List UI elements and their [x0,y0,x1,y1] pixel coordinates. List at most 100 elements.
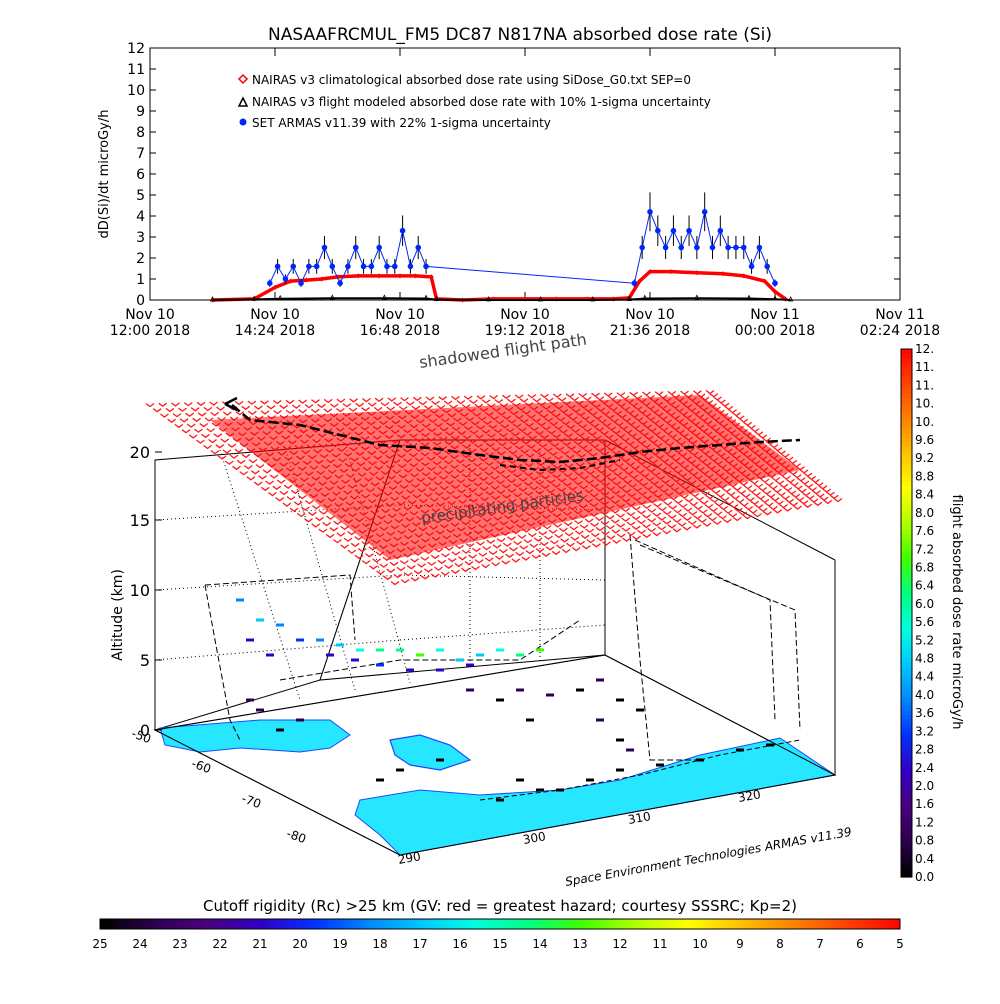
cutoff-colorbar-segment [152,919,157,929]
cutoff-colorbar-segment [668,919,673,929]
dose-colorbar-segment [901,428,912,434]
dose-marker [256,708,264,712]
dose-colorbar-segment [901,679,912,684]
cutoff-colorbar-segment [616,919,621,929]
cutoff-colorbar-segment [108,919,113,929]
cutoff-colorbar-segment [424,919,429,929]
cutoff-colorbar-segment [728,919,733,929]
cutoff-colorbar-segment [600,919,605,929]
dose-colorbar-segment [901,639,912,645]
cutoff-colorbar-tick-label: 9 [736,937,744,951]
dose-colorbar-segment [901,670,912,676]
dose-colorbar-segment [901,643,912,649]
dose-colorbar-tick-label: 8.0 [915,506,934,520]
flight-modeled-point [772,295,778,301]
cutoff-colorbar-segment [828,919,833,929]
cutoff-colorbar-segment [236,919,241,929]
cutoff-colorbar-segment [112,919,117,929]
cutoff-colorbar-segment [184,919,189,929]
cutoff-colorbar-segment [128,919,133,929]
dose-colorbar-tick-label: 10. [915,415,934,429]
cutoff-colorbar-segment [188,919,193,929]
land-island-chain [389,734,472,771]
cutoff-grid-marks [145,389,843,586]
dose-marker [616,738,624,742]
altitude-tick-label: 0 [140,721,150,740]
cutoff-colorbar-segment [192,919,197,929]
dose-marker [476,653,484,657]
cutoff-colorbar-segment [480,919,485,929]
legend-label-armas: SET ARMAS v11.39 with 22% 1-sigma uncert… [252,116,551,130]
dose-colorbar-segment [901,459,912,464]
y-tick-label: 8 [136,125,145,141]
dose-colorbar-segment [901,520,912,526]
armas-point [282,276,289,282]
dose-colorbar-label: flight absorbed dose rate microGy/h [949,495,964,730]
dose-colorbar-segment [901,604,912,610]
cutoff-colorbar-segment [576,919,581,929]
dose-colorbar-segment [901,828,912,834]
dose-colorbar-tick-label: 3.2 [915,724,934,738]
cutoff-colorbar-segment [852,919,857,929]
y-tick-label: 1 [136,272,145,288]
flight-modeled-line [212,297,791,301]
cutoff-colorbar-segment [632,919,637,929]
dose-colorbar-segment [901,846,912,852]
cutoff-colorbar-segment [808,919,813,929]
cutoff-colorbar-segment [520,919,525,929]
x-tick-label: 12:00 2018 [110,323,190,339]
cutoff-colorbar-segment [516,919,521,929]
altitude-tick-labels: 0 5 10 15 20 [130,443,162,740]
armas-point [678,244,685,251]
dose-colorbar-segment [901,450,912,456]
dose-marker [516,688,524,692]
y-tick-label: 0 [136,293,145,309]
y-tick-label: 9 [136,104,145,120]
dose-colorbar-tick-label: 5.2 [915,633,934,647]
dose-marker [376,648,384,652]
dose-colorbar-segment [901,687,912,693]
latitude-tick-label: -70 [240,791,263,811]
dose-marker [351,658,359,662]
cutoff-colorbar-segment [228,919,233,929]
cutoff-colorbar-segment [756,919,761,929]
dose-colorbar-segment [901,745,912,750]
climatological-point [637,278,643,284]
dose-colorbar-segment [901,648,912,654]
dose-colorbar-segment [901,366,912,372]
cutoff-colorbar-segment [888,919,893,929]
series-climatological [210,269,788,303]
altitude-tick-label: 20 [130,443,150,462]
dose-colorbar-segment [901,357,912,363]
cutoff-colorbar-segment [316,919,321,929]
cutoff-colorbar-segment [672,919,677,929]
dose-colorbar-segment [901,859,912,865]
cutoff-colorbar-segment [524,919,529,929]
dose-marker [256,618,264,622]
armas-point [391,263,398,270]
flight-modeled-point [277,294,283,301]
flight-modeled-point [642,294,648,300]
dose-colorbar-segment [901,388,912,394]
armas-point [764,263,770,270]
dose-colorbar-tick-label: 7.2 [915,542,934,556]
cutoff-colorbar-segment [536,919,541,929]
cutoff-colorbar-segment [304,919,309,929]
dose-colorbar-segment [901,674,912,680]
cutoff-colorbar-segment [124,919,129,929]
cutoff-colorbar-segment [816,919,821,929]
dose-marker [516,778,524,782]
dot-marker-icon [239,118,247,126]
y-tick-label: 10 [127,83,145,99]
cutoff-colorbar-segment [360,919,365,929]
dose-colorbar-segment [901,762,912,768]
dose-colorbar-segment [901,613,912,618]
cutoff-colorbar-tick-label: 8 [776,937,784,951]
cutoff-colorbar-segment [384,919,389,929]
cutoff-colorbar-segment [788,919,793,929]
armas-point [717,227,724,234]
cutoff-colorbar-ticks: 25 24 23 22 21 20 19 18 17 16 15 14 13 12 11 10 9 8 7 6 5 [92,937,903,951]
dose-marker [236,598,244,602]
flight-modeled-point [485,296,492,302]
dose-marker [466,688,474,692]
